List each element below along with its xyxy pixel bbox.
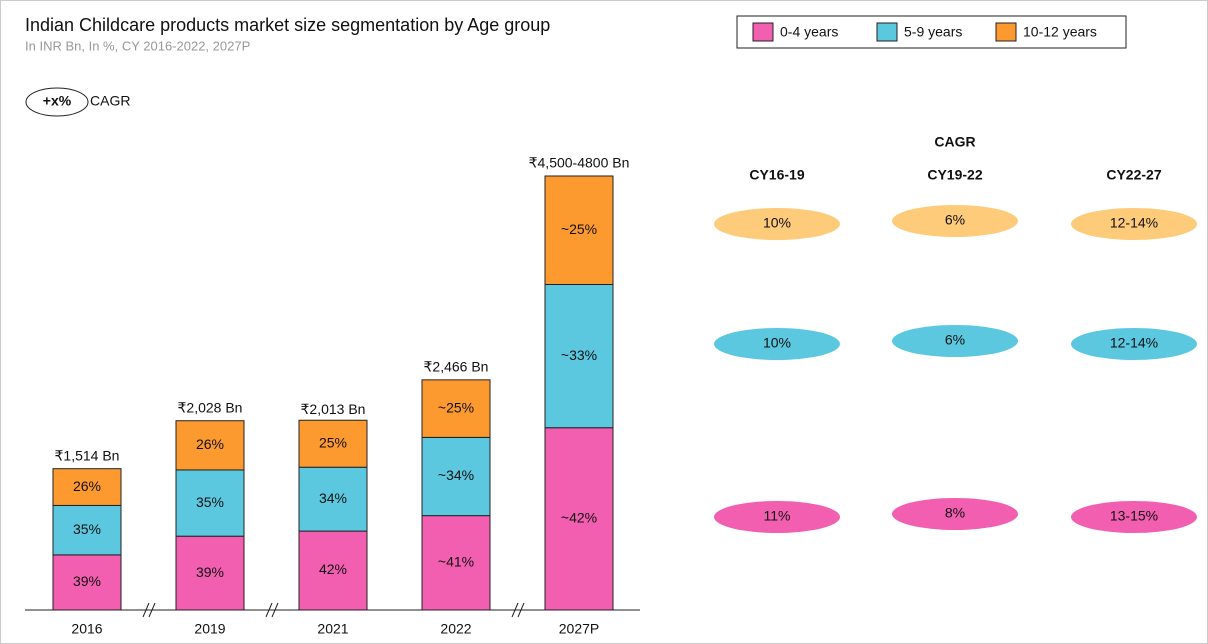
segment-label: 39% (196, 564, 224, 580)
segment-label: ~41% (438, 554, 474, 570)
total-label: ₹1,514 Bn (55, 447, 120, 463)
bar-segment (298, 419, 368, 468)
cagr-title: CAGR (934, 134, 975, 150)
total-label: ₹2,013 Bn (301, 401, 366, 417)
total-label: ₹4,500-4800 Bn (529, 155, 630, 171)
segment-label: 39% (73, 573, 101, 589)
cagr-value: 6% (945, 332, 965, 348)
bar-segment (298, 466, 368, 532)
cagr-value: 6% (945, 212, 965, 228)
segment-label: ~42% (561, 510, 597, 526)
cagr-column: CY22-27 (1106, 167, 1161, 183)
cagr-value: 13-15% (1110, 508, 1158, 524)
axis-breaks (142, 602, 525, 618)
segment-label: ~34% (438, 467, 474, 483)
cagr-ellipse (1071, 501, 1197, 533)
cagr-note-symbol: +x% (43, 93, 72, 109)
chart-title: Indian Childcare products market size se… (25, 15, 550, 35)
cagr-ellipse (892, 205, 1018, 237)
legend-label: 5-9 years (904, 24, 962, 40)
segment-label: 35% (73, 521, 101, 537)
x-tick-label: 2022 (440, 621, 471, 637)
cagr-note-ellipse (25, 87, 89, 117)
segment-label: 34% (319, 490, 347, 506)
cagr-value: 11% (764, 508, 791, 524)
bar-segment (544, 284, 614, 429)
bar-segment (175, 535, 245, 611)
legend-swatch (995, 22, 1017, 42)
subtitle: In INR Bn, In %, CY 2016-2022, 2027P (25, 38, 250, 53)
segment-label: ~25% (438, 399, 474, 415)
segment-label: 35% (196, 494, 224, 510)
bar-segment (175, 420, 245, 471)
x-tick-label: 2027P (559, 621, 599, 637)
cagr-column: CY16-19 (749, 167, 804, 183)
bar-segment (52, 504, 122, 556)
cagr-value: 10% (763, 335, 791, 351)
total-label: ₹2,466 Bn (424, 359, 489, 375)
bar-segment (421, 515, 491, 611)
cagr-ellipse (714, 208, 840, 240)
segment-label: 26% (196, 436, 224, 452)
bar-segment (52, 468, 122, 506)
cagr-ellipse (1071, 208, 1197, 240)
bar-segment (544, 427, 614, 611)
x-tick-label: 2021 (317, 621, 348, 637)
x-tick-label: 2016 (71, 621, 102, 637)
segment-label: ~33% (561, 347, 597, 363)
bar-segment (175, 469, 245, 537)
total-label: ₹2,028 Bn (178, 399, 243, 415)
cagr-ellipse (1071, 328, 1197, 360)
cagr-column: CY19-22 (927, 167, 982, 183)
legend-box (736, 15, 1127, 49)
segment-label: ~25% (561, 221, 597, 237)
cagr-ellipse (714, 328, 840, 360)
segment-label: 25% (319, 434, 347, 450)
cagr-value: 12-14% (1110, 215, 1158, 231)
cagr-ellipse (892, 325, 1018, 357)
x-tick-label: 2019 (194, 621, 225, 637)
legend-swatch (752, 22, 774, 42)
segment-label: 26% (73, 478, 101, 494)
bar-segment (544, 175, 614, 285)
segment-label: 42% (319, 561, 347, 577)
legend-label: 10-12 years (1023, 24, 1097, 40)
cagr-ellipse (714, 501, 840, 533)
legend-label: 0-4 years (780, 24, 838, 40)
cagr-value: 10% (763, 215, 791, 231)
bar-segment (52, 554, 122, 611)
cagr-ellipse (892, 498, 1018, 530)
cagr-value: 8% (945, 505, 965, 521)
cagr-value: 12-14% (1110, 335, 1158, 351)
legend-swatch (876, 22, 898, 42)
bar-segment (421, 379, 491, 438)
cagr-note-text: CAGR (90, 93, 130, 109)
